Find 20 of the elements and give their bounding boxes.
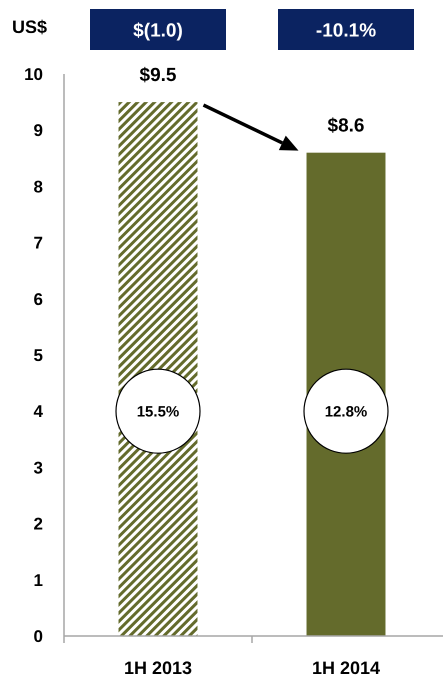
y-axis-title: US$ [12, 17, 48, 37]
y-tick-label: 6 [34, 290, 43, 309]
y-tick-label: 8 [34, 177, 43, 196]
data-label: $9.5 [140, 65, 177, 86]
y-tick-label: 7 [34, 234, 43, 253]
y-tick-label: 4 [34, 402, 44, 422]
y-tick-label: 10 [24, 64, 43, 84]
data-label: $8.6 [328, 116, 364, 137]
y-tick-label: 1 [34, 570, 43, 590]
x-tick-label: 1H 2013 [124, 658, 192, 678]
annotation: 12.8% [324, 403, 368, 420]
annotation: 15.5% [136, 403, 180, 420]
text: $(1.0) [133, 20, 183, 42]
x-tick-label: 1H 2014 [312, 658, 380, 678]
y-tick-label: 3 [34, 458, 43, 478]
y-tick-label: 2 [34, 514, 43, 534]
text: -10.1% [316, 20, 376, 42]
y-tick-label: 5 [34, 346, 43, 365]
y-tick-label: 0 [34, 626, 43, 646]
y-tick-label: 9 [34, 121, 43, 140]
